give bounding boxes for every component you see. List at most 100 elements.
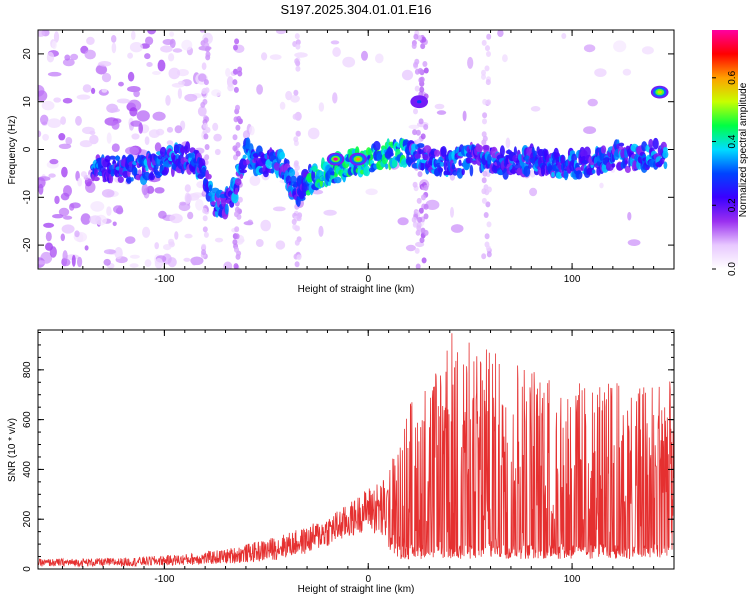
heatmap-cell (41, 100, 55, 111)
heatmap-cell (203, 37, 209, 44)
heatmap-cell (361, 50, 368, 61)
heatmap-cell (204, 154, 210, 161)
heatmap-cell (353, 164, 358, 176)
heatmap-cell (482, 98, 488, 105)
heatmap-cell (421, 194, 426, 201)
heatmap-cell (422, 61, 428, 67)
heatmap-cell (417, 143, 425, 148)
heatmap-cell (49, 246, 57, 258)
heatmap-cell (439, 161, 445, 167)
heatmap-cell (148, 129, 160, 139)
heatmap-cell (214, 237, 224, 243)
heatmap-cell (145, 36, 154, 46)
heatmap-cell (423, 229, 429, 236)
heatmap-cell (200, 101, 206, 108)
heatmap-cell (484, 233, 490, 240)
heatmap-cell (415, 229, 421, 236)
heatmap-cell (294, 52, 308, 58)
heatmap-cell (486, 99, 492, 106)
heatmap-cell (486, 186, 492, 193)
heatmap-cell (79, 140, 93, 148)
heatmap-cell (163, 244, 172, 251)
heatmap-cell (461, 168, 465, 176)
heatmap-cell (486, 33, 492, 40)
heatmap-cell (627, 239, 641, 247)
heatmap-cell (84, 49, 96, 60)
heatmap-cell (235, 104, 240, 111)
snr-series-line (37, 333, 675, 568)
heatmap-cell (481, 253, 487, 260)
heatmap-cell (417, 216, 423, 223)
heatmap-cell (202, 226, 208, 233)
heatmap-cell (412, 221, 418, 228)
y-tick-label: 800 (22, 361, 33, 378)
heatmap-cell (486, 221, 492, 228)
x-tick-label: 0 (365, 274, 371, 285)
heatmap-cell (418, 207, 424, 214)
heatmap-cell (497, 30, 504, 37)
heatmap-cell (391, 159, 398, 168)
heatmap-cell (414, 247, 420, 254)
heatmap-cell (237, 196, 243, 203)
heatmap-cell (242, 154, 247, 159)
heatmap-cell (178, 202, 191, 212)
heatmap-cell (61, 166, 68, 178)
heatmap-cell (249, 175, 261, 186)
heatmap-cell (583, 44, 596, 53)
heatmap-cell (178, 80, 186, 85)
heatmap-cell (168, 238, 175, 246)
heatmap-cell (247, 219, 254, 226)
heatmap-cell (279, 101, 286, 110)
heatmap-cell (318, 225, 324, 237)
heatmap-cell (423, 213, 429, 220)
heatmap-cell (191, 261, 197, 266)
heatmap-cell (419, 237, 425, 244)
colorbar-tick-label: 0.0 (727, 262, 738, 276)
heatmap-cell (38, 260, 46, 265)
heatmap-cell (342, 56, 356, 68)
heatmap-cell (224, 203, 229, 215)
heatmap-cell (415, 129, 421, 136)
heatmap-cell (129, 263, 139, 268)
heatmap-cell (486, 51, 491, 57)
heatmap-cell (482, 170, 488, 177)
heatmap-cell (211, 89, 222, 97)
heatmap-cell (158, 210, 167, 219)
heatmap-cell (312, 165, 318, 172)
heatmap-cell (235, 124, 241, 131)
heatmap-cell (434, 103, 445, 110)
heatmap-cell (174, 125, 183, 134)
heatmap-cell (162, 39, 174, 45)
heatmap-cell (38, 90, 48, 102)
heatmap-cell (423, 184, 429, 191)
heatmap-cell (418, 118, 424, 125)
heatmap-cell (184, 184, 191, 193)
heatmap-cell (38, 183, 44, 195)
heatmap-cell (270, 168, 275, 174)
heatmap-cell (146, 185, 155, 194)
heatmap-cell (106, 206, 112, 217)
heatmap-cell (183, 257, 191, 262)
heatmap-cell (291, 218, 297, 225)
heatmap-cell (369, 160, 375, 165)
heatmap-cell (147, 30, 157, 35)
heatmap-hotspot (417, 100, 422, 104)
heatmap-cell (624, 165, 631, 173)
heatmap-cell (184, 192, 191, 205)
heatmap-cell (401, 69, 414, 81)
heatmap-cell (63, 215, 73, 220)
heatmap-cell (142, 226, 151, 238)
heatmap-cell (540, 164, 546, 177)
heatmap-cell (663, 161, 668, 170)
heatmap-cell (141, 183, 149, 196)
heatmap-cell (94, 167, 99, 178)
heatmap-cell (92, 176, 100, 182)
heatmap-cell (169, 31, 175, 37)
heatmap-cell (80, 171, 87, 178)
heatmap-cell (437, 167, 444, 173)
heatmap-cell (165, 95, 171, 106)
heatmap-cell (481, 73, 486, 80)
heatmap-cell (111, 42, 117, 54)
spectrogram-ylabel: Frequency (Hz) (7, 116, 18, 185)
heatmap-cell (204, 144, 210, 150)
